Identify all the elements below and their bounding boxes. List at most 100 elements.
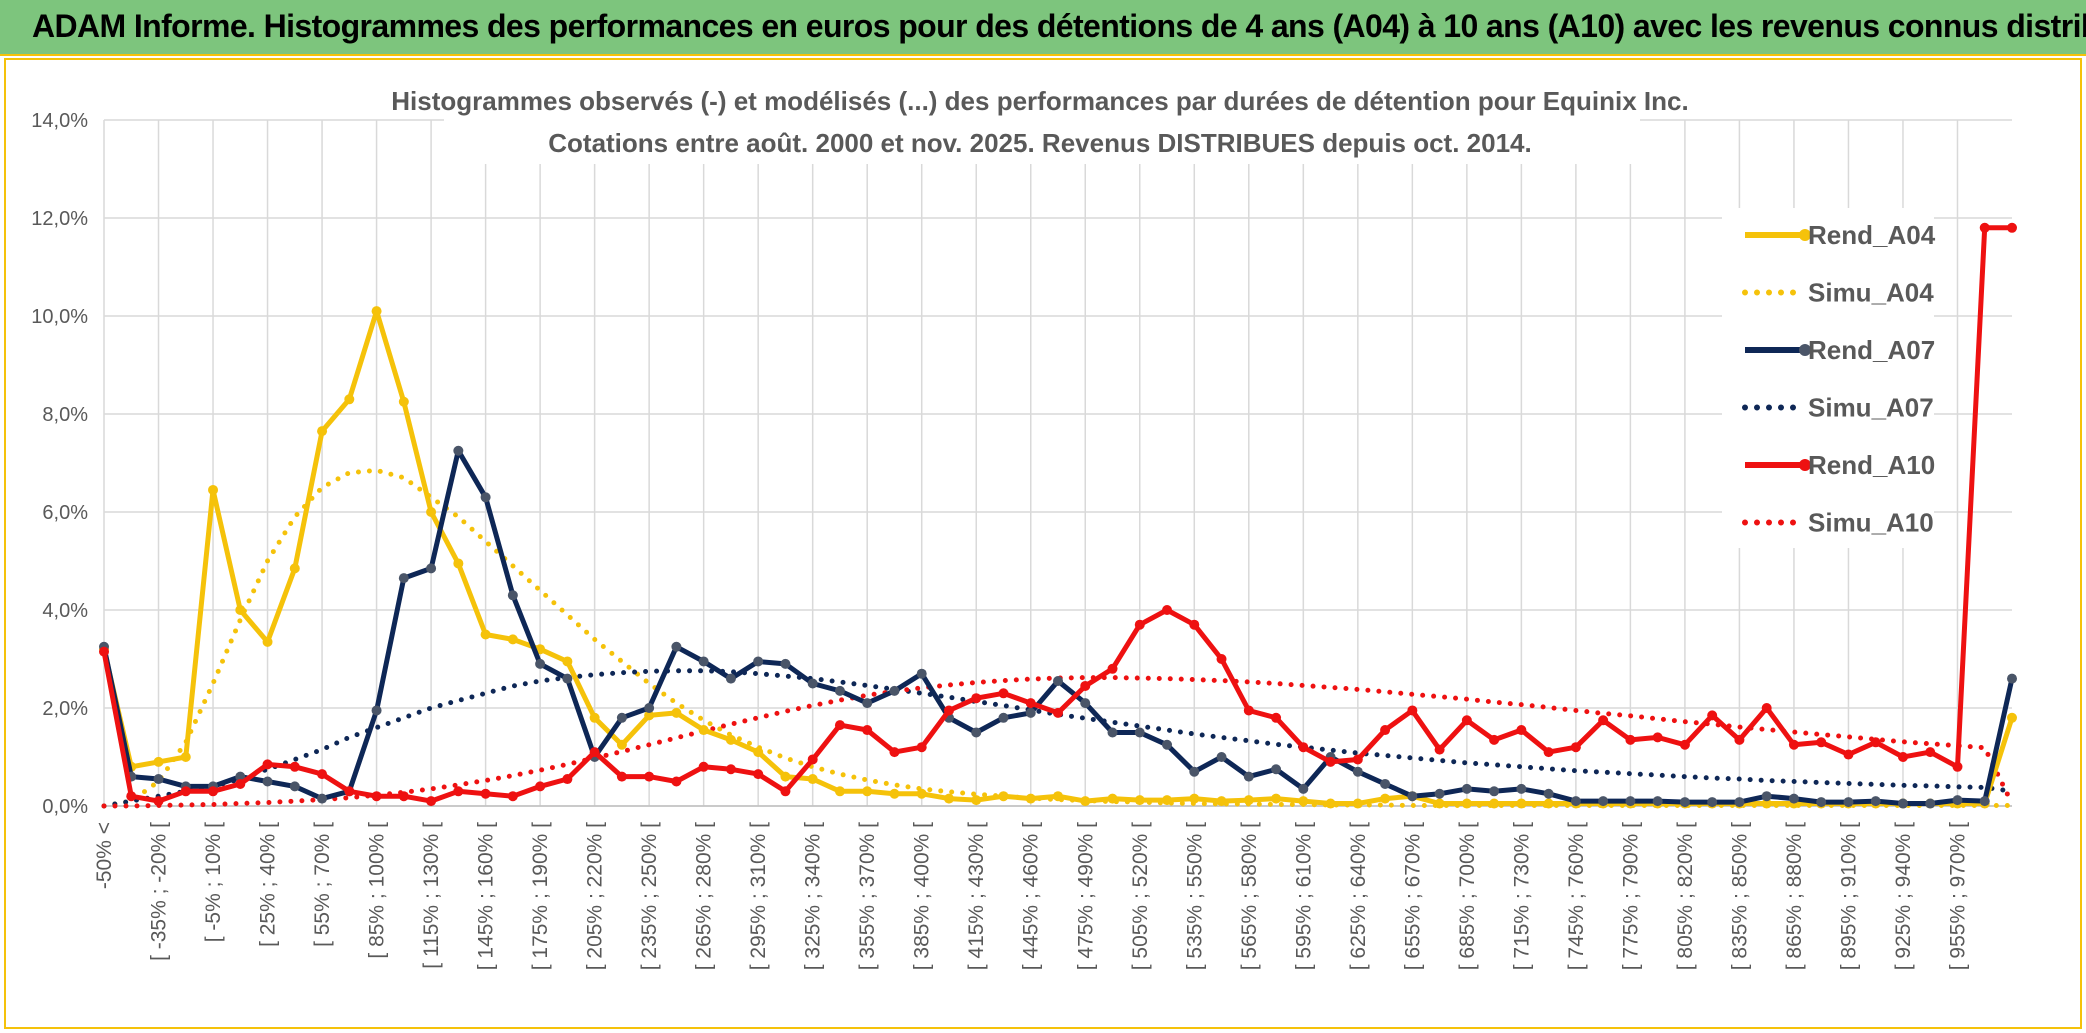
point-rend-a10 bbox=[289, 761, 300, 772]
y-tick-label: 8,0% bbox=[42, 404, 88, 426]
x-tick-label: [ -5% ; 10% [ bbox=[202, 822, 225, 942]
point-rend-a07 bbox=[1243, 771, 1254, 782]
point-rend-a04 bbox=[1025, 793, 1036, 804]
point-rend-a04 bbox=[616, 739, 627, 750]
legend-label-simu-a10: Simu_A10 bbox=[1808, 508, 1934, 538]
point-rend-a10 bbox=[126, 791, 137, 802]
point-rend-a10 bbox=[453, 786, 464, 797]
point-rend-a10 bbox=[671, 776, 682, 787]
point-rend-a07 bbox=[916, 668, 927, 679]
point-rend-a10 bbox=[1679, 739, 1690, 750]
x-tick-label: [ 145% ; 160% [ bbox=[475, 822, 498, 970]
point-rend-a04 bbox=[943, 793, 954, 804]
point-rend-a07 bbox=[1816, 797, 1827, 808]
x-tick-label: [ -35% ; -20% [ bbox=[148, 822, 171, 961]
point-rend-a10 bbox=[317, 769, 328, 780]
point-rend-a04 bbox=[1271, 793, 1282, 804]
point-rend-a07 bbox=[1053, 676, 1063, 687]
point-rend-a10 bbox=[426, 796, 437, 807]
point-rend-a10 bbox=[644, 771, 655, 782]
point-rend-a07 bbox=[834, 685, 845, 696]
point-rend-a04 bbox=[398, 396, 409, 407]
point-rend-a04 bbox=[289, 563, 300, 574]
x-tick-label: [ 625% ; 640% [ bbox=[1347, 822, 1370, 970]
point-rend-a04 bbox=[235, 605, 246, 615]
point-rend-a10 bbox=[153, 796, 164, 807]
point-rend-a10 bbox=[1407, 705, 1418, 716]
point-rend-a04 bbox=[889, 788, 900, 799]
point-rend-a10 bbox=[753, 769, 764, 780]
point-rend-a07 bbox=[1189, 766, 1200, 777]
point-rend-a10 bbox=[1162, 605, 1173, 615]
x-tick-label: [ 565% ; 580% [ bbox=[1238, 822, 1261, 970]
point-rend-a04 bbox=[753, 747, 764, 758]
point-rend-a10 bbox=[1734, 734, 1745, 745]
point-rend-a07 bbox=[1107, 727, 1118, 738]
x-tick-label: [ 415% ; 430% [ bbox=[965, 822, 988, 970]
point-rend-a04 bbox=[1516, 798, 1527, 809]
y-axis: 0,0% 2,0% 4,0% 6,0% 8,0% 10,0% 12,0% 14,0% bbox=[31, 110, 88, 818]
point-rend-a04 bbox=[453, 558, 464, 569]
point-rend-a04 bbox=[208, 484, 219, 495]
point-rend-a07 bbox=[317, 793, 328, 804]
point-rend-a04 bbox=[153, 756, 164, 767]
point-rend-a10 bbox=[235, 778, 246, 789]
x-tick-label: [ 325% ; 340% [ bbox=[802, 822, 825, 970]
point-rend-a10 bbox=[998, 688, 1009, 699]
point-rend-a10 bbox=[1134, 619, 1145, 630]
x-tick-label: [ 775% ; 790% [ bbox=[1619, 822, 1642, 970]
x-tick-label: [ 265% ; 280% [ bbox=[693, 822, 716, 970]
point-rend-a10 bbox=[780, 786, 791, 797]
x-tick-label: [ 445% ; 460% [ bbox=[1020, 822, 1043, 970]
series-line-simu-a07 bbox=[101, 668, 2015, 809]
point-rend-a04 bbox=[2007, 712, 2017, 723]
point-rend-a07 bbox=[998, 712, 1009, 723]
point-rend-a07 bbox=[807, 678, 818, 689]
point-rend-a07 bbox=[971, 727, 982, 738]
point-rend-a04 bbox=[1761, 798, 1772, 809]
point-rend-a10 bbox=[1952, 761, 1963, 772]
point-rend-a10 bbox=[807, 754, 818, 765]
point-rend-a07 bbox=[1407, 791, 1418, 802]
point-rend-a04 bbox=[644, 710, 655, 721]
point-rend-a07 bbox=[480, 492, 491, 503]
point-rend-a10 bbox=[507, 791, 518, 802]
x-tick-label: [ 355% ; 370% [ bbox=[856, 822, 879, 970]
point-rend-a07 bbox=[1952, 795, 1963, 806]
series-line-simu-a10 bbox=[101, 675, 2015, 809]
point-rend-a10 bbox=[208, 786, 219, 797]
point-rend-a04 bbox=[262, 636, 273, 647]
point-rend-a04 bbox=[862, 786, 873, 797]
point-rend-a10 bbox=[1025, 698, 1036, 709]
point-rend-a04 bbox=[780, 771, 791, 782]
point-rend-a10 bbox=[1080, 680, 1091, 691]
x-tick-label: [ 55% ; 70% [ bbox=[311, 822, 334, 947]
point-rend-a04 bbox=[344, 394, 355, 405]
point-rend-a07 bbox=[2007, 673, 2017, 684]
point-rend-a10 bbox=[398, 791, 409, 802]
point-rend-a04 bbox=[1489, 798, 1500, 809]
point-rend-a10 bbox=[971, 693, 982, 704]
legend-label-simu-a07: Simu_A07 bbox=[1808, 393, 1934, 423]
point-rend-a10 bbox=[1489, 734, 1500, 745]
point-rend-a10 bbox=[1979, 222, 1990, 233]
point-rend-a10 bbox=[1325, 756, 1336, 767]
x-tick-label: [ 295% ; 310% [ bbox=[747, 822, 770, 970]
point-rend-a10 bbox=[99, 646, 109, 657]
point-rend-a07 bbox=[1134, 727, 1145, 738]
legend-label-simu-a04: Simu_A04 bbox=[1808, 278, 1934, 308]
point-rend-a07 bbox=[1271, 764, 1282, 775]
point-rend-a10 bbox=[1925, 747, 1936, 758]
x-tick-label: [ 385% ; 400% [ bbox=[911, 822, 934, 970]
point-rend-a07 bbox=[1652, 796, 1663, 807]
x-tick-label: -50% < bbox=[93, 822, 116, 889]
point-rend-a04 bbox=[1189, 793, 1200, 804]
legend-marker-rend-a10 bbox=[1799, 459, 1811, 471]
x-tick-label: [ 535% ; 550% [ bbox=[1183, 822, 1206, 970]
point-rend-a04 bbox=[1134, 795, 1145, 806]
y-tick-label: 0,0% bbox=[42, 796, 88, 818]
x-tick-label: [ 745% ; 760% [ bbox=[1565, 822, 1588, 970]
point-rend-a04 bbox=[1434, 798, 1445, 809]
point-rend-a04 bbox=[1243, 795, 1254, 806]
point-rend-a07 bbox=[1080, 698, 1091, 709]
